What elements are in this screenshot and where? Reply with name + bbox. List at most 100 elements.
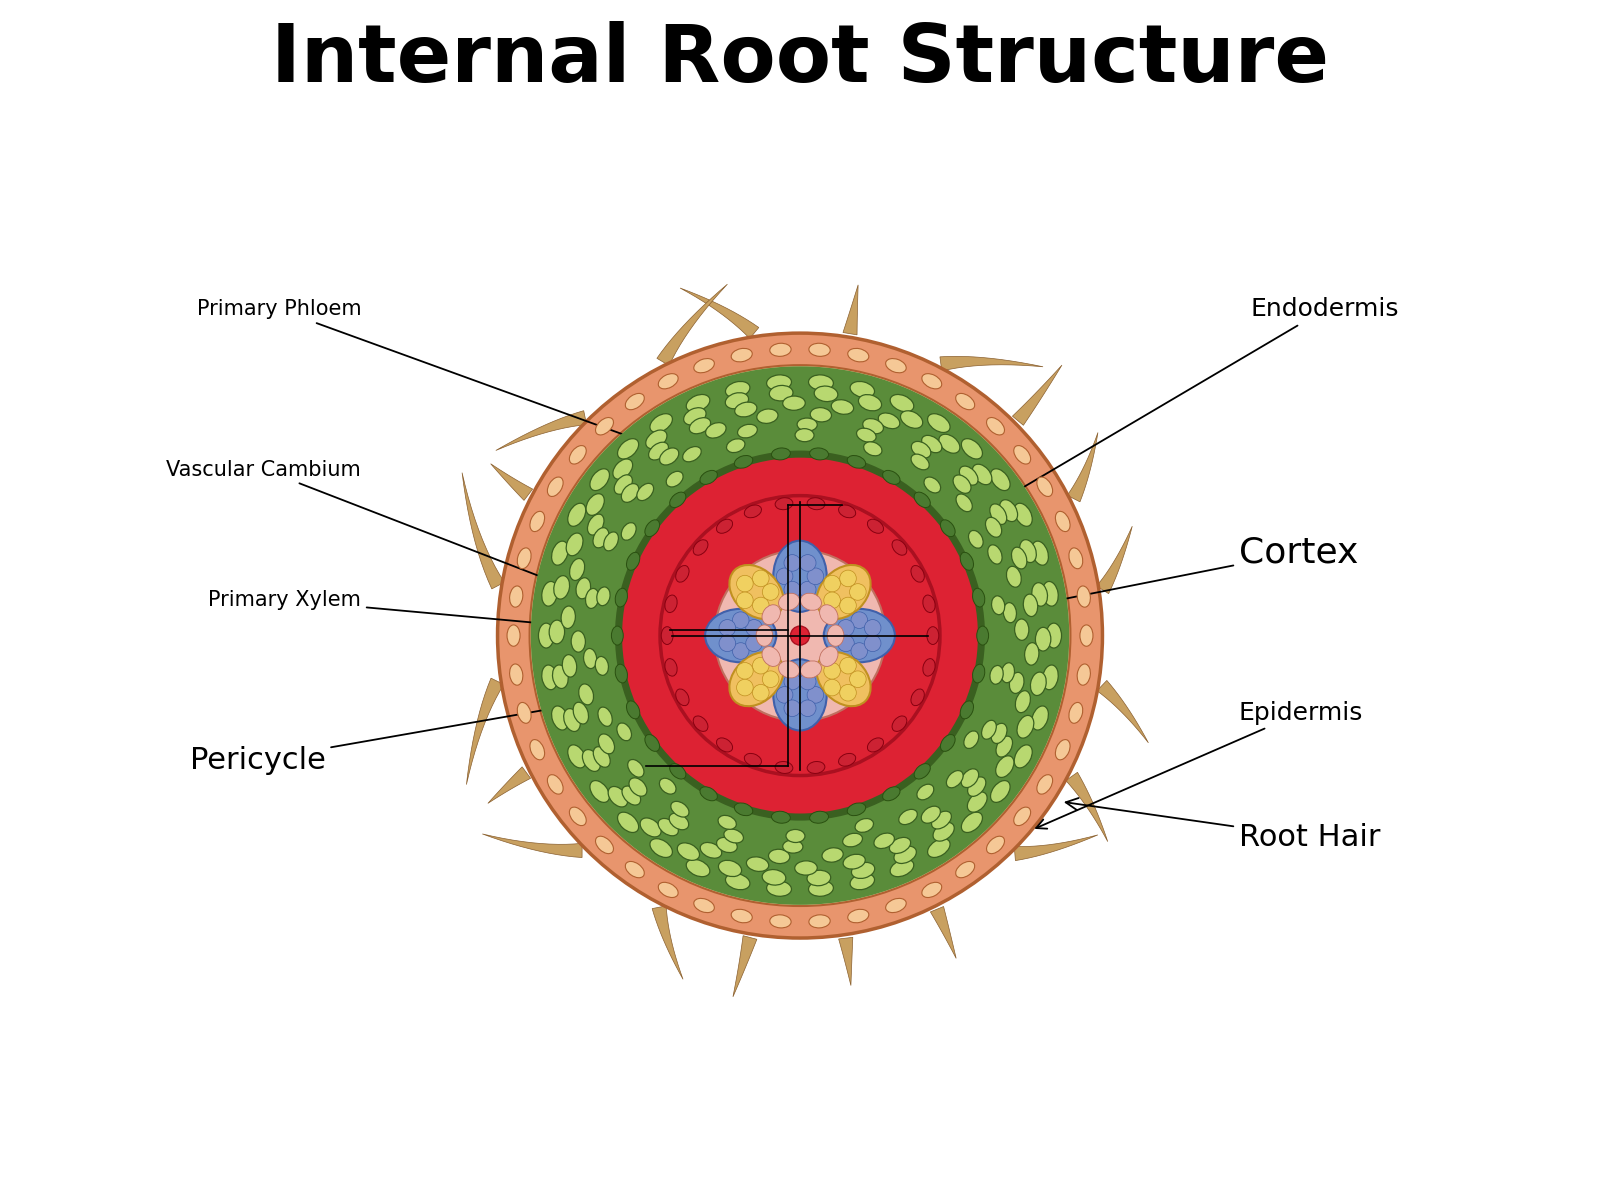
Ellipse shape — [530, 511, 544, 532]
Ellipse shape — [621, 484, 638, 503]
Ellipse shape — [723, 829, 744, 842]
Ellipse shape — [931, 811, 952, 829]
Ellipse shape — [571, 631, 586, 652]
Ellipse shape — [859, 395, 882, 410]
Circle shape — [746, 635, 762, 652]
Ellipse shape — [640, 818, 661, 836]
Ellipse shape — [786, 829, 805, 842]
Ellipse shape — [626, 394, 645, 409]
Ellipse shape — [611, 626, 624, 646]
Ellipse shape — [850, 382, 875, 397]
Circle shape — [790, 626, 810, 646]
Ellipse shape — [917, 785, 934, 800]
Ellipse shape — [670, 802, 690, 817]
Ellipse shape — [629, 778, 646, 797]
Ellipse shape — [816, 565, 870, 619]
Polygon shape — [482, 834, 582, 858]
Ellipse shape — [893, 716, 907, 732]
Ellipse shape — [762, 647, 781, 666]
Ellipse shape — [552, 665, 568, 689]
Ellipse shape — [997, 736, 1013, 757]
Circle shape — [840, 684, 856, 701]
Ellipse shape — [955, 394, 974, 409]
Ellipse shape — [699, 470, 717, 485]
Ellipse shape — [838, 505, 856, 517]
Ellipse shape — [666, 595, 677, 612]
Ellipse shape — [566, 533, 582, 556]
Ellipse shape — [570, 558, 584, 581]
Circle shape — [622, 457, 978, 814]
Circle shape — [715, 550, 885, 721]
Ellipse shape — [874, 833, 894, 848]
Ellipse shape — [824, 608, 894, 662]
Ellipse shape — [995, 756, 1014, 778]
Ellipse shape — [1019, 540, 1037, 563]
Ellipse shape — [517, 548, 531, 569]
Ellipse shape — [627, 701, 640, 719]
Circle shape — [762, 583, 779, 600]
Ellipse shape — [990, 724, 1006, 744]
Ellipse shape — [806, 762, 826, 774]
Ellipse shape — [962, 812, 982, 833]
Ellipse shape — [595, 656, 608, 676]
Ellipse shape — [864, 442, 882, 456]
Polygon shape — [843, 284, 858, 335]
Ellipse shape — [851, 863, 875, 878]
Ellipse shape — [573, 702, 589, 724]
Ellipse shape — [1014, 745, 1032, 768]
Circle shape — [784, 700, 800, 716]
Circle shape — [784, 581, 800, 598]
Ellipse shape — [987, 545, 1002, 564]
Ellipse shape — [922, 373, 942, 389]
Polygon shape — [680, 288, 758, 338]
Circle shape — [840, 598, 856, 614]
Ellipse shape — [990, 504, 1006, 524]
Text: Epidermis: Epidermis — [1037, 701, 1363, 829]
Ellipse shape — [530, 739, 544, 760]
Ellipse shape — [706, 608, 776, 662]
Ellipse shape — [658, 818, 678, 835]
Ellipse shape — [1037, 775, 1053, 794]
Circle shape — [752, 684, 770, 701]
Text: Vascular Cambium: Vascular Cambium — [166, 460, 674, 629]
Ellipse shape — [899, 809, 917, 824]
Circle shape — [614, 450, 986, 821]
Ellipse shape — [590, 780, 610, 803]
Circle shape — [838, 635, 854, 652]
Ellipse shape — [782, 396, 805, 410]
Ellipse shape — [814, 386, 838, 402]
Ellipse shape — [507, 625, 520, 647]
Ellipse shape — [738, 425, 757, 438]
Ellipse shape — [645, 520, 659, 536]
Ellipse shape — [806, 498, 826, 510]
Ellipse shape — [618, 439, 638, 460]
Circle shape — [498, 334, 1102, 938]
Ellipse shape — [941, 734, 955, 751]
Circle shape — [776, 568, 794, 584]
Ellipse shape — [517, 702, 531, 724]
Circle shape — [824, 575, 840, 592]
Ellipse shape — [973, 464, 992, 485]
Ellipse shape — [568, 503, 586, 527]
Ellipse shape — [582, 750, 600, 772]
Ellipse shape — [725, 382, 750, 397]
Ellipse shape — [771, 448, 790, 460]
Ellipse shape — [990, 666, 1003, 684]
Circle shape — [674, 510, 926, 761]
Ellipse shape — [838, 754, 856, 766]
Ellipse shape — [608, 786, 627, 806]
Ellipse shape — [718, 860, 741, 876]
Ellipse shape — [843, 854, 866, 869]
Ellipse shape — [808, 881, 834, 896]
Polygon shape — [1067, 432, 1098, 502]
Polygon shape — [658, 284, 728, 366]
Ellipse shape — [731, 348, 752, 362]
Circle shape — [824, 592, 840, 608]
Ellipse shape — [1002, 662, 1014, 683]
Ellipse shape — [816, 652, 870, 707]
Ellipse shape — [683, 446, 701, 462]
Ellipse shape — [770, 343, 790, 356]
Ellipse shape — [901, 410, 923, 428]
Ellipse shape — [862, 419, 883, 433]
Ellipse shape — [810, 408, 832, 422]
